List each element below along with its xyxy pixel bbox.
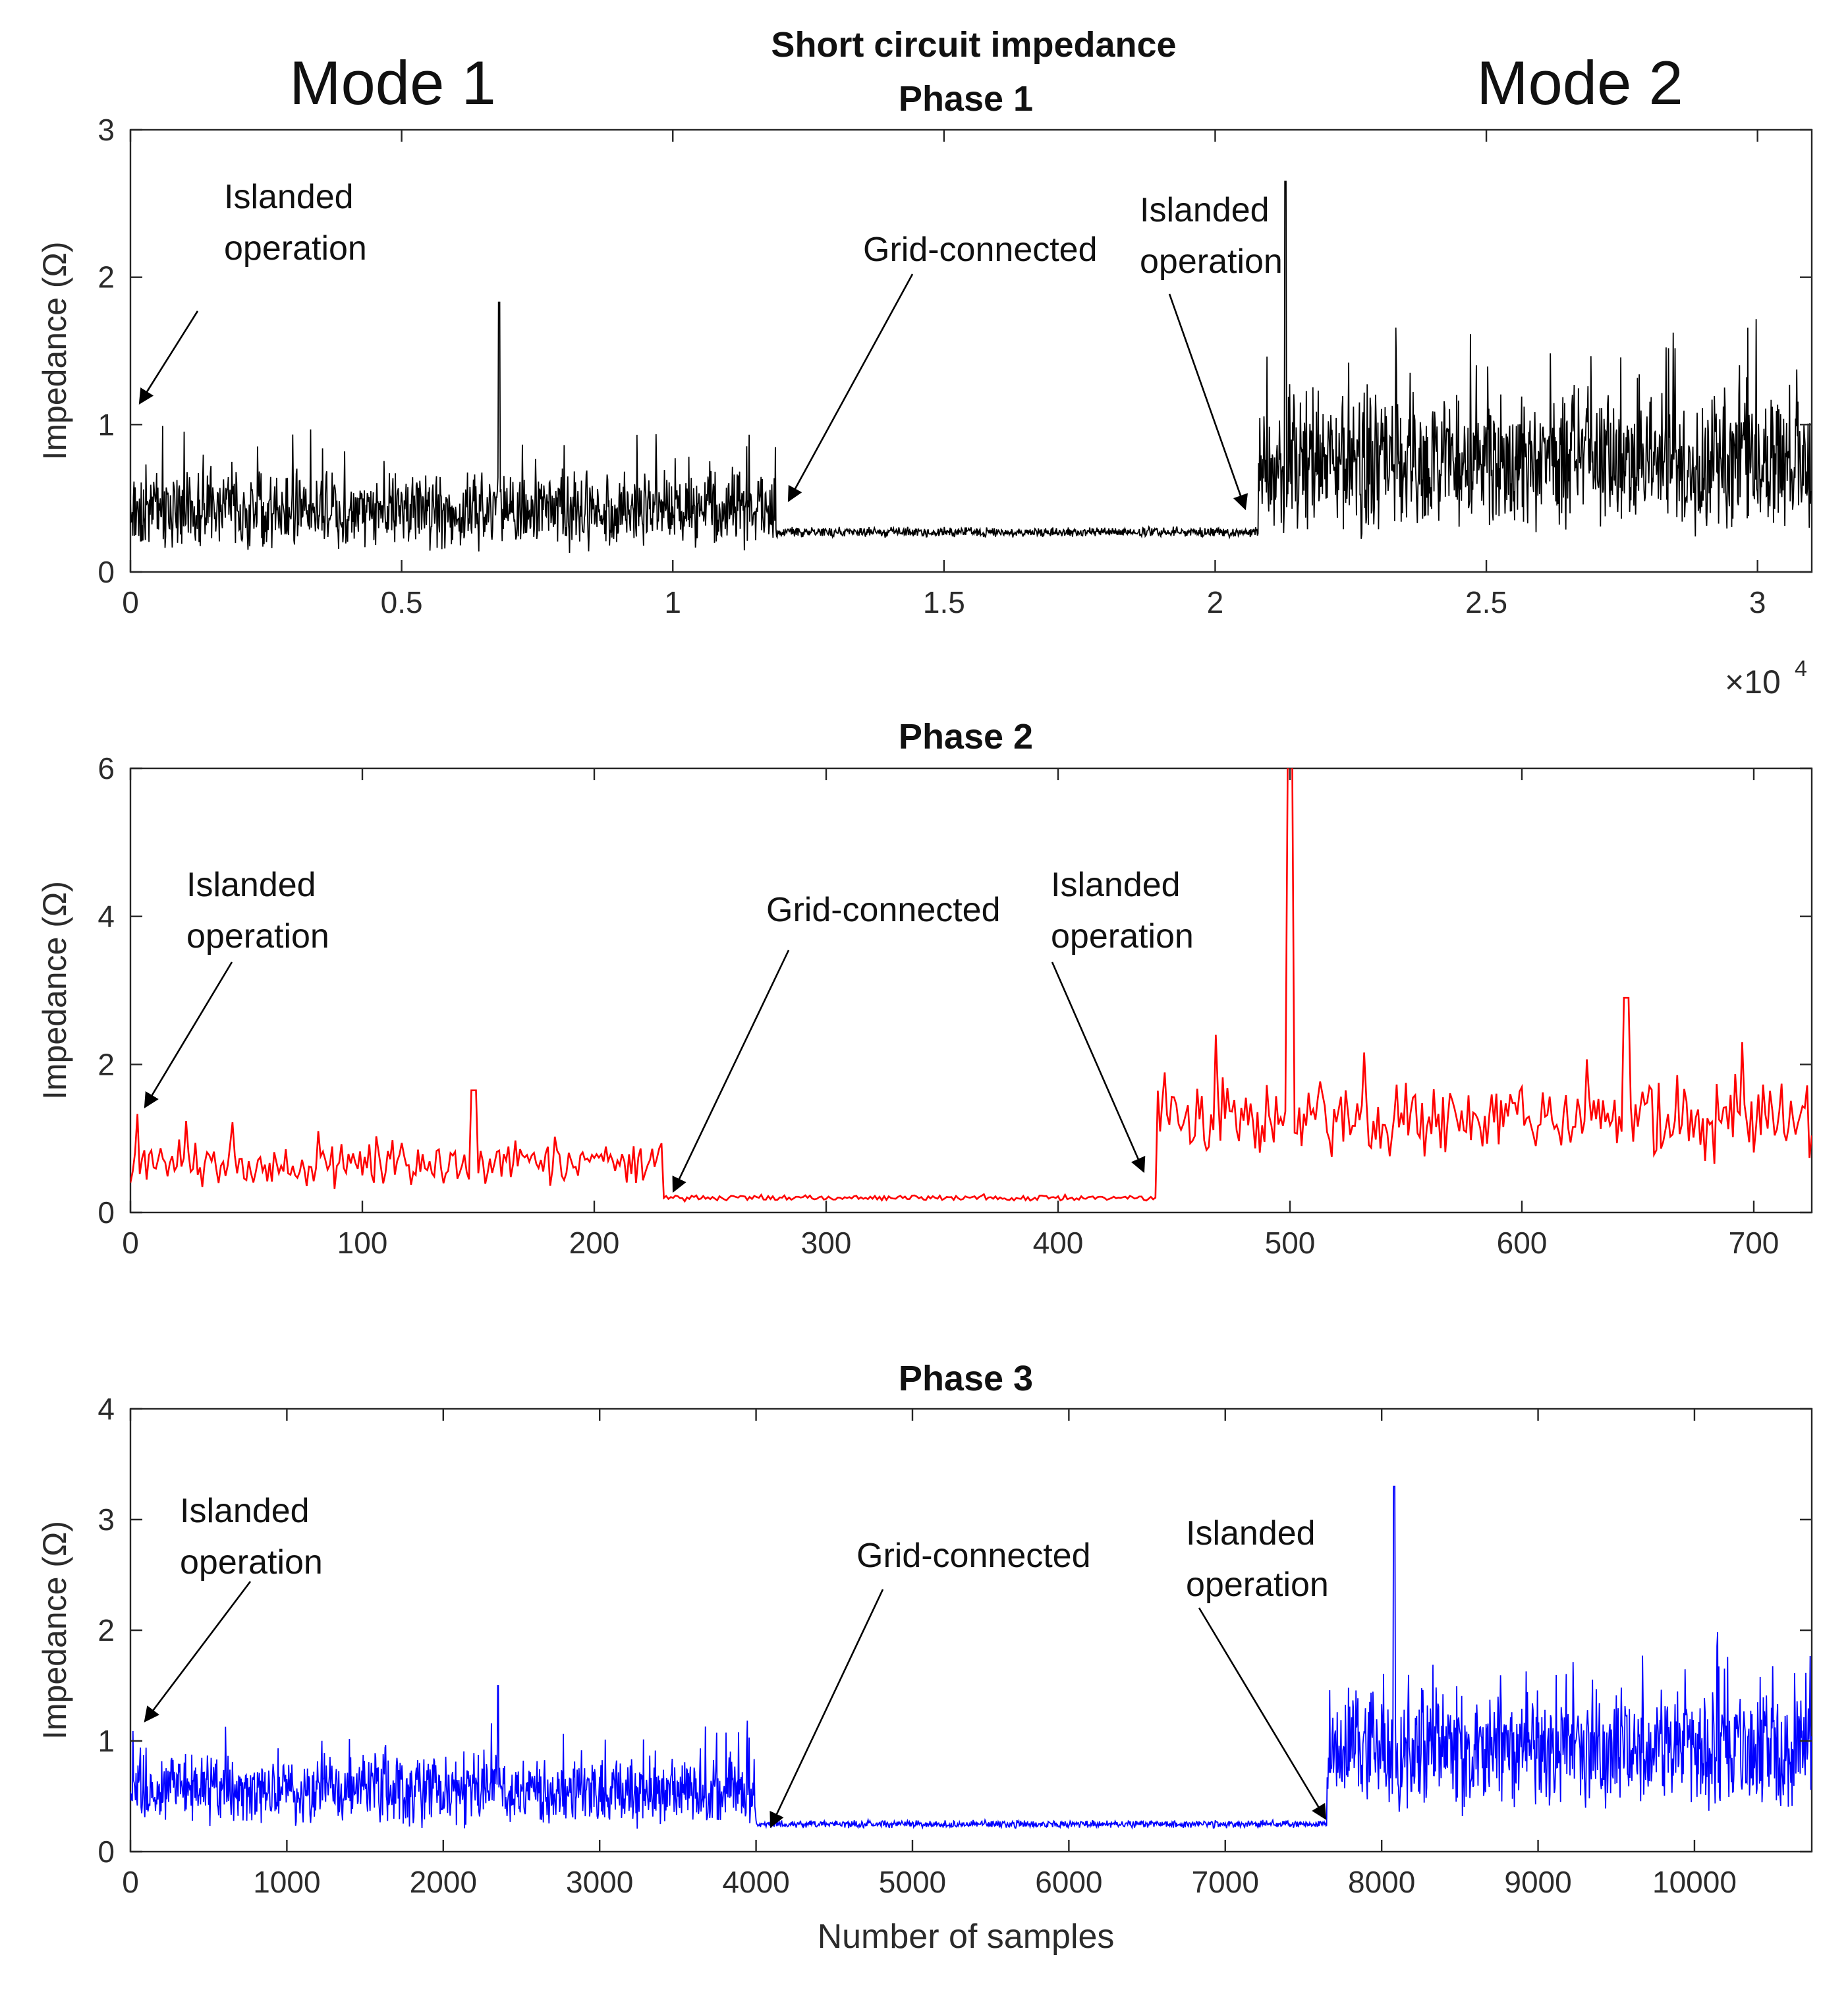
- annotation-arrow: [787, 273, 914, 503]
- annotation-text: Islanded: [1051, 866, 1181, 904]
- x-tick-label: 0.5: [381, 585, 423, 619]
- annotation-text: Islanded: [1186, 1514, 1316, 1552]
- x-tick-label: 8000: [1348, 1865, 1415, 1899]
- annotation-arrow: [1051, 961, 1146, 1174]
- x-tick-label: 6000: [1035, 1865, 1102, 1899]
- annotation: Islanded operation: [138, 178, 367, 405]
- annotation-text: operation: [224, 229, 367, 268]
- plot-area-frame: [129, 128, 1813, 573]
- annotation-text: Grid-connected: [766, 891, 1001, 929]
- x-tick-label: 5000: [879, 1865, 946, 1899]
- x-tick-label: 700: [1729, 1226, 1779, 1260]
- x-tick-label: 10000: [1652, 1865, 1737, 1899]
- x-axis-label: Number of samples: [818, 1918, 1115, 1956]
- series-line: [130, 768, 1812, 1203]
- y-tick-label: 6: [98, 751, 115, 785]
- x-tick-label: 0: [122, 1226, 139, 1260]
- panel-title: Phase 2: [899, 717, 1033, 756]
- phase-2-panel: 0 100 200 300 400 500 600 700 0 2 4 6 Phase 2 Impedan…: [36, 717, 1813, 1260]
- x-tick-label: 1000: [253, 1865, 320, 1899]
- panel-title: Phase 1: [899, 79, 1033, 119]
- figure-title: Short circuit impedance: [771, 25, 1176, 65]
- x-tick-label: 100: [337, 1226, 388, 1260]
- annotation-text: Islanded: [186, 866, 316, 904]
- annotation-text: Islanded: [224, 178, 354, 216]
- annotation-arrow: [1168, 293, 1248, 511]
- y-tick-label: 2: [98, 1613, 115, 1647]
- y-tick-label: 4: [98, 899, 115, 934]
- y-tick-label: 2: [98, 260, 115, 295]
- annotation-arrow: [144, 961, 233, 1109]
- y-axis-label: Impedance (Ω): [36, 1521, 73, 1740]
- x-tick-label: 1: [664, 585, 681, 619]
- y-tick-label: 2: [98, 1047, 115, 1081]
- y-tick-label: 0: [98, 555, 115, 589]
- annotation-text: Islanded: [180, 1492, 310, 1530]
- annotation: Islanded operation: [1186, 1514, 1329, 1821]
- x-exponent-power: 4: [1795, 656, 1807, 681]
- annotation-text: operation: [1140, 242, 1283, 281]
- annotation-text: operation: [1051, 917, 1194, 955]
- x-tick-label: 2: [1207, 585, 1224, 619]
- annotation: Islanded operation: [1051, 866, 1194, 1174]
- annotation-arrow: [770, 1589, 884, 1829]
- x-exponent-base: ×10: [1725, 664, 1781, 700]
- x-tick-label: 3000: [566, 1865, 633, 1899]
- annotation: Islanded operation: [144, 1492, 323, 1723]
- y-tick-label: 0: [98, 1195, 115, 1230]
- x-tick-label: 500: [1265, 1226, 1316, 1260]
- phase-1-panel: 0 0.5 1 1.5 2 2.5 3 0 1 2 3 Phase 1 Impedance (Ω) Isl…: [36, 79, 1813, 619]
- annotation-text: operation: [1186, 1566, 1329, 1604]
- y-axis-label: Impedance (Ω): [36, 242, 73, 461]
- y-tick-label: 1: [98, 407, 115, 442]
- annotation-text: Grid-connected: [856, 1537, 1091, 1575]
- annotation-text: Islanded: [1140, 191, 1270, 229]
- y-tick-label: 4: [98, 1392, 115, 1426]
- y-tick-label: 1: [98, 1724, 115, 1758]
- x-tick-label: 0: [122, 585, 139, 619]
- annotation: Islanded operation: [1140, 191, 1283, 511]
- x-tick-label: 2.5: [1465, 585, 1507, 619]
- series-line: [130, 181, 1812, 554]
- annotation-text: Grid-connected: [863, 231, 1098, 269]
- x-tick-label: 1.5: [923, 585, 965, 619]
- plot-area-frame: [129, 767, 1813, 1214]
- y-axis-label: Impedance (Ω): [36, 881, 73, 1100]
- mode-2-label: Mode 2: [1476, 48, 1683, 117]
- annotation-text: operation: [186, 917, 329, 955]
- annotation-arrow: [1198, 1607, 1327, 1821]
- x-tick-label: 300: [801, 1226, 852, 1260]
- x-tick-label: 600: [1497, 1226, 1548, 1260]
- x-tick-label: 4000: [722, 1865, 789, 1899]
- annotation: Grid-connected: [770, 1537, 1091, 1829]
- mode-1-label: Mode 1: [289, 48, 496, 117]
- y-tick-label: 3: [98, 113, 115, 147]
- annotation-arrow: [138, 310, 199, 405]
- x-tick-label: 2000: [410, 1865, 477, 1899]
- y-tick-label: 3: [98, 1502, 115, 1537]
- x-tick-label: 7000: [1192, 1865, 1259, 1899]
- annotation: Grid-connected: [672, 891, 1001, 1193]
- x-tick-label: 400: [1033, 1226, 1084, 1260]
- y-tick-label: 0: [98, 1835, 115, 1869]
- series-line: [130, 1485, 1812, 1830]
- annotation: Grid-connected: [787, 231, 1098, 503]
- annotation-text: operation: [180, 1543, 323, 1581]
- panel-title: Phase 3: [899, 1359, 1033, 1398]
- x-tick-label: 9000: [1504, 1865, 1571, 1899]
- annotation-arrow: [672, 950, 790, 1193]
- x-tick-label: 3: [1749, 585, 1766, 619]
- x-tick-label: 0: [122, 1865, 139, 1899]
- x-tick-label: 200: [569, 1226, 620, 1260]
- annotation: Islanded operation: [144, 866, 329, 1109]
- phase-3-panel: 0 1000 2000 3000 4000 5000 6000 7000 8000 9000 100…: [36, 1359, 1813, 1956]
- annotation-arrow: [144, 1581, 252, 1723]
